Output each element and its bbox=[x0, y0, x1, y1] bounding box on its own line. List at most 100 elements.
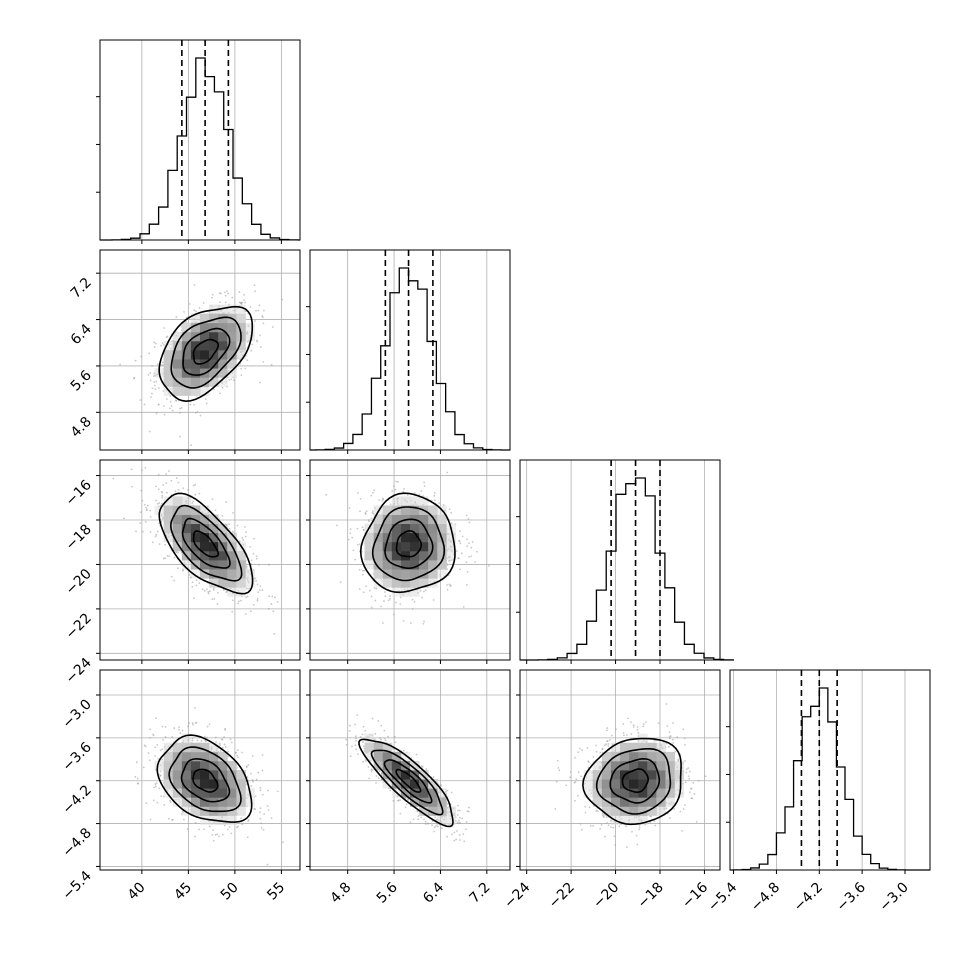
density-cell bbox=[200, 806, 210, 816]
sample-point bbox=[465, 561, 468, 564]
density-cell bbox=[236, 550, 246, 561]
sample-point bbox=[402, 490, 405, 493]
density-cell bbox=[227, 578, 237, 588]
sample-point bbox=[192, 484, 195, 487]
sample-point bbox=[160, 795, 163, 798]
density-cell bbox=[190, 569, 201, 579]
sample-point bbox=[248, 587, 251, 590]
y-tick-label: 6.4 bbox=[68, 321, 95, 348]
sample-point bbox=[153, 786, 155, 789]
sample-point bbox=[418, 493, 421, 496]
sample-point bbox=[144, 520, 147, 523]
density-cell bbox=[400, 532, 411, 543]
sample-point bbox=[165, 482, 168, 485]
sample-point bbox=[253, 284, 256, 287]
density-cell bbox=[236, 340, 246, 351]
sample-point bbox=[362, 741, 364, 744]
sample-point bbox=[349, 724, 351, 727]
sample-point bbox=[194, 835, 196, 838]
sample-point bbox=[420, 765, 423, 767]
sample-point bbox=[198, 582, 201, 585]
sample-point bbox=[236, 826, 238, 829]
density-cell bbox=[419, 550, 429, 561]
density-cell bbox=[218, 560, 228, 570]
sample-point bbox=[177, 567, 179, 570]
sample-point bbox=[434, 816, 437, 819]
sample-point bbox=[362, 760, 364, 763]
density-cell bbox=[200, 751, 210, 762]
sample-point bbox=[355, 737, 357, 740]
density-cell bbox=[200, 340, 210, 351]
sample-point bbox=[411, 608, 414, 610]
sample-point bbox=[198, 307, 201, 309]
density-cell bbox=[236, 350, 246, 360]
density-cell bbox=[400, 569, 411, 579]
density-cell bbox=[373, 523, 384, 534]
sample-point bbox=[241, 823, 244, 826]
sample-point bbox=[270, 603, 273, 605]
sample-point bbox=[183, 818, 185, 821]
sample-point bbox=[154, 755, 156, 757]
density-cell bbox=[373, 578, 384, 588]
sample-point bbox=[392, 485, 395, 488]
sample-point bbox=[247, 820, 250, 823]
sample-point bbox=[156, 363, 159, 366]
sample-point bbox=[193, 597, 195, 600]
density-cell bbox=[172, 359, 183, 369]
sample-point bbox=[446, 583, 448, 586]
sample-point bbox=[224, 745, 227, 748]
sample-point bbox=[420, 816, 422, 819]
sample-point bbox=[249, 610, 252, 613]
density-cell bbox=[227, 779, 237, 789]
sample-point bbox=[147, 374, 150, 376]
sample-point bbox=[223, 824, 226, 827]
density-cell bbox=[218, 815, 228, 825]
sample-point bbox=[177, 551, 179, 554]
panel-frame bbox=[99, 459, 301, 661]
density-cell bbox=[181, 350, 192, 360]
y-tick-label: −22 bbox=[63, 610, 95, 642]
sample-point bbox=[134, 775, 137, 778]
sample-point bbox=[235, 751, 238, 754]
sample-point bbox=[163, 327, 166, 329]
density-cell bbox=[209, 751, 219, 762]
density-cell bbox=[200, 760, 210, 771]
sample-point bbox=[155, 533, 158, 536]
density-cell bbox=[218, 340, 228, 351]
sample-point bbox=[146, 504, 149, 507]
density-cell bbox=[172, 770, 183, 780]
density-cell bbox=[419, 541, 429, 552]
sample-point bbox=[448, 559, 450, 562]
sample-point bbox=[380, 772, 383, 774]
sample-point bbox=[214, 736, 217, 739]
density-cell bbox=[428, 569, 438, 579]
density-cell bbox=[200, 770, 210, 780]
sample-point bbox=[169, 801, 172, 804]
sample-point bbox=[362, 529, 365, 531]
density-cell bbox=[236, 587, 246, 597]
sample-point bbox=[151, 365, 154, 367]
sample-point bbox=[236, 749, 239, 752]
sample-point bbox=[208, 590, 211, 593]
sample-point bbox=[345, 738, 348, 741]
sample-point bbox=[156, 744, 159, 746]
density-cell bbox=[181, 322, 192, 333]
sample-point bbox=[466, 538, 468, 541]
sample-point bbox=[262, 829, 265, 831]
sample-point bbox=[198, 492, 201, 495]
density-cell bbox=[218, 368, 228, 378]
sample-point bbox=[458, 557, 460, 560]
sample-point bbox=[228, 379, 231, 381]
density-cell bbox=[190, 377, 201, 387]
density-cell bbox=[163, 340, 174, 351]
sample-point bbox=[422, 622, 425, 625]
sample-point bbox=[268, 595, 271, 598]
sample-point bbox=[221, 833, 224, 836]
y-tick-label: −24 bbox=[63, 655, 95, 687]
sample-point bbox=[458, 809, 461, 812]
sample-point bbox=[259, 817, 262, 820]
density-cell bbox=[181, 751, 192, 762]
sample-point bbox=[402, 619, 405, 622]
sample-point bbox=[178, 726, 180, 729]
sample-point bbox=[367, 766, 370, 768]
